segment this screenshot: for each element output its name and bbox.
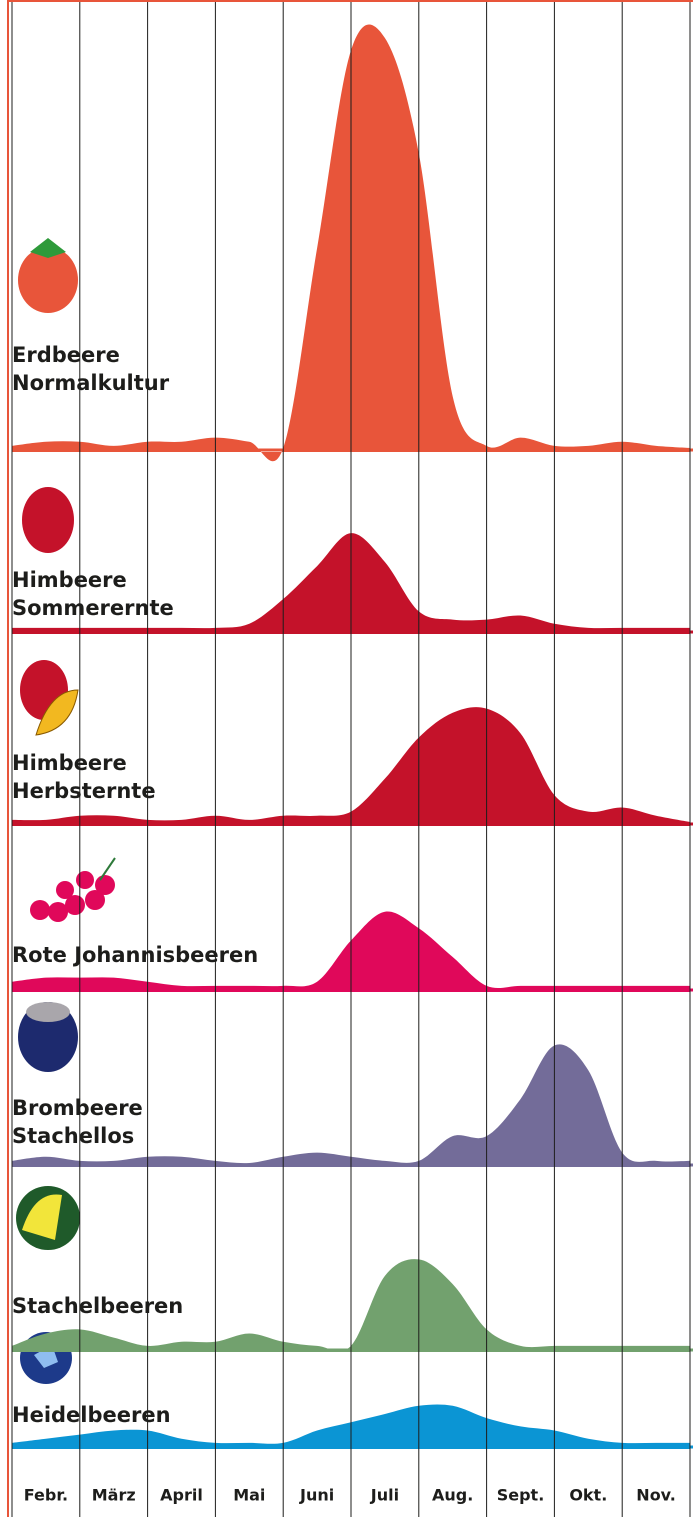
currant-icon [30, 871, 115, 922]
month-label: Aug. [432, 1486, 473, 1505]
series-label: Erdbeere Normalkultur [12, 341, 169, 397]
month-label: Nov. [636, 1486, 676, 1505]
month-label: Juli [370, 1486, 399, 1505]
series-label: Brombeere Stachellos [12, 1094, 143, 1150]
icons [16, 238, 115, 1384]
month-label: Juni [299, 1486, 334, 1505]
month-label: Mai [233, 1486, 265, 1505]
month-label: April [160, 1486, 203, 1505]
series-label: Himbeere Herbsternte [12, 749, 156, 805]
series-label: Stachelbeeren [12, 1292, 183, 1320]
page: {"chart_data": {"type": "area", "categor… [0, 0, 693, 1517]
blackberry-top [26, 1002, 70, 1022]
series-label: Himbeere Sommerernte [12, 566, 174, 622]
month-label: Sept. [497, 1486, 545, 1505]
month-label: Febr. [24, 1486, 68, 1505]
month-label: März [92, 1486, 136, 1505]
series-label: Rote Johannisbeeren [12, 941, 258, 969]
raspberry-icon [22, 487, 74, 553]
month-label: Okt. [569, 1486, 607, 1505]
series-label: Heidelbeeren [12, 1401, 171, 1429]
